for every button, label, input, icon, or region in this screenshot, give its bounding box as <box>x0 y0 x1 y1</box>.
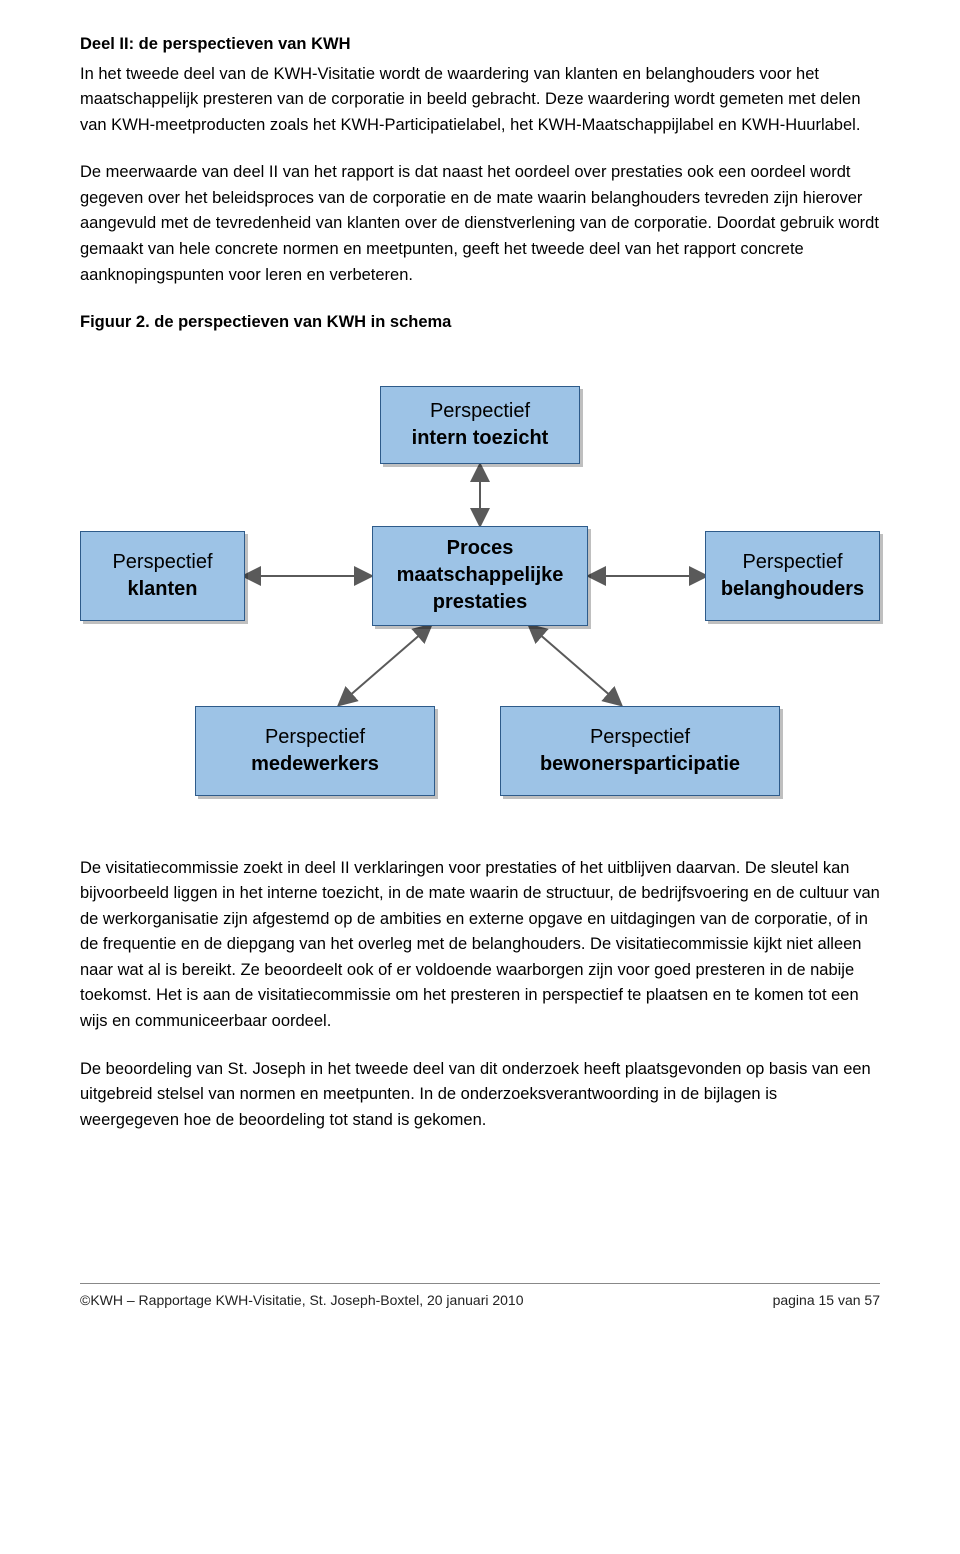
box-intern-toezicht: Perspectief intern toezicht <box>380 386 580 464</box>
footer-left: ©KWH – Rapportage KWH-Visitatie, St. Jos… <box>80 1290 524 1312</box>
box-subtitle: bewonersparticipatie <box>540 751 740 778</box>
box-line3: prestaties <box>433 589 528 616</box>
box-bewonersparticipatie: Perspectief bewonersparticipatie <box>500 706 780 796</box>
paragraph-3: De visitatiecommissie zoekt in deel II v… <box>80 856 880 1035</box>
box-line2: maatschappelijke <box>397 562 564 589</box>
box-title: Perspectief <box>112 549 212 576</box>
box-line1: Proces <box>447 535 514 562</box>
footer-right: pagina 15 van 57 <box>773 1290 880 1312</box>
box-subtitle: medewerkers <box>251 751 379 778</box>
box-title: Perspectief <box>265 724 365 751</box>
box-subtitle: intern toezicht <box>412 425 549 452</box>
page-footer: ©KWH – Rapportage KWH-Visitatie, St. Jos… <box>80 1283 880 1312</box>
kwh-diagram: Perspectief intern toezicht Perspectief … <box>80 376 880 816</box>
box-medewerkers: Perspectief medewerkers <box>195 706 435 796</box>
box-title: Perspectief <box>742 549 842 576</box>
paragraph-1: In het tweede deel van de KWH-Visitatie … <box>80 62 880 139</box>
figure-caption: Figuur 2. de perspectieven van KWH in sc… <box>80 310 880 336</box>
box-subtitle: klanten <box>127 576 197 603</box>
box-klanten: Perspectief klanten <box>80 531 245 621</box>
paragraph-2: De meerwaarde van deel II van het rappor… <box>80 160 880 288</box>
box-belanghouders: Perspectief belanghouders <box>705 531 880 621</box>
section-heading: Deel II: de perspectieven van KWH <box>80 32 880 58</box>
box-title: Perspectief <box>430 398 530 425</box>
box-subtitle: belanghouders <box>721 576 864 603</box>
paragraph-4: De beoordeling van St. Joseph in het twe… <box>80 1057 880 1134</box>
box-title: Perspectief <box>590 724 690 751</box>
box-proces: Proces maatschappelijke prestaties <box>372 526 588 626</box>
